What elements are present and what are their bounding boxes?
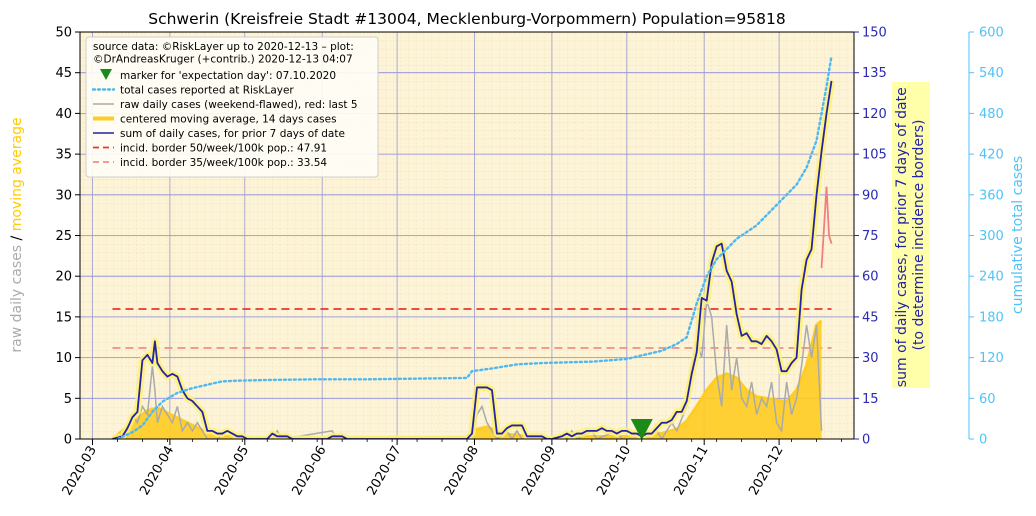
y-left-tick-label: 15: [55, 310, 72, 325]
legend-box: [85, 36, 379, 178]
y-left-tick-label: 45: [55, 66, 72, 81]
y-mid-tick-label: 135: [862, 66, 887, 81]
y-axis-left-label-part-0: raw daily cases: [9, 245, 25, 353]
legend-swatch-marker: [100, 69, 112, 80]
y-axis-mid: 0 15 30 45 60 75 90 105 120 135 150: [854, 26, 887, 448]
y-mid-tick-label: 0: [862, 433, 870, 448]
y-left-tick-label: 40: [55, 107, 72, 122]
x-tick-label: 2020-08: [442, 444, 482, 499]
y-axis-left-label-part-2: moving average: [9, 117, 25, 231]
y-left-tick-label: 35: [55, 148, 72, 163]
x-tick-label: 2020-06: [289, 444, 329, 499]
y-right-tick-label: 540: [979, 66, 1004, 81]
y-axis-right-label: cumulative total cases: [1010, 156, 1026, 314]
y-mid-tick-label: 150: [862, 26, 887, 41]
series-line-raw-last-5: [820, 186, 833, 269]
y-mid-tick-label: 30: [862, 351, 879, 366]
y-right-tick-label: 600: [979, 26, 1004, 41]
series-area-moving-average: [112, 320, 822, 439]
series-line-total-cases: [116, 54, 833, 439]
y-axis-mid-label-line-1: sum of daily cases, for prior 7 days of …: [894, 87, 910, 387]
legend-entry-label: incid. border 50/week/100k pop.: 47.91: [120, 143, 327, 155]
y-axis-mid-label: sum of daily cases, for prior 7 days of …: [894, 83, 927, 387]
legend-entry-label: centered moving average, 14 days cases: [120, 114, 337, 126]
y-axis-left-label: raw daily cases / moving average: [9, 117, 25, 352]
y-mid-tick-label: 60: [862, 270, 879, 285]
y-axis-left-label-part-1: /: [9, 231, 25, 245]
y-axis-right: 0 60 120 180 240 300 360 420 480 540 600: [969, 26, 1004, 448]
y-left-tick-label: 5: [64, 392, 72, 407]
y-axis-mid-label-line-2: (to determine incidence borders): [911, 120, 927, 351]
mid-label-highlight: [892, 82, 930, 388]
legend-entry-label: marker for 'expectation day': 07.10.2020: [120, 70, 336, 82]
series-line-weekly-sum: [112, 80, 833, 439]
legend-entry-label: incid. border 35/week/100k pop.: 33.54: [120, 157, 327, 169]
weekly-sum-layer: [111, 80, 835, 439]
x-tick-label: 2020-10: [594, 444, 634, 499]
expectation-marker-layer: [630, 419, 653, 439]
y-mid-tick-label: 15: [862, 392, 879, 407]
y-right-tick-label: 420: [979, 148, 1004, 163]
y-mid-tick-label: 75: [862, 229, 879, 244]
y-right-tick-label: 240: [979, 270, 1004, 285]
legend-entry-label: total cases reported at RiskLayer: [120, 85, 294, 97]
total-cases-layer: [116, 54, 833, 439]
y-left-tick-label: 20: [55, 270, 72, 285]
x-tick-label: 2020-07: [364, 444, 404, 499]
incidence-borders: [112, 308, 832, 349]
y-left-tick-label: 30: [55, 188, 72, 203]
legend-entry-label: raw daily cases (weekend-flawed), red: l…: [120, 99, 358, 111]
y-left-tick-label: 0: [64, 433, 72, 448]
y-right-tick-label: 300: [979, 229, 1004, 244]
y-left-tick-label: 50: [55, 26, 72, 41]
y-right-tick-label: 480: [979, 107, 1004, 122]
expectation-day-marker: [630, 419, 653, 439]
y-mid-tick-label: 90: [862, 188, 879, 203]
x-tick-label: 2020-04: [137, 444, 177, 499]
y-mid-tick-label: 120: [862, 107, 887, 122]
y-right-tick-label: 180: [979, 310, 1004, 325]
legend-source-line: ©DrAndreasKruger (+contrib.) 2020-12-13 …: [93, 54, 353, 66]
y-mid-tick-label: 45: [862, 310, 879, 325]
y-mid-tick-label: 105: [862, 148, 887, 163]
x-tick-label: 2020-12: [746, 444, 786, 499]
y-left-tick-label: 10: [55, 351, 72, 366]
x-axis: 2020-03 2020-04 2020-05 2020-06 2020-07 2020-…: [60, 439, 842, 498]
x-tick-label: 2020-05: [212, 444, 252, 499]
y-left-tick-label: 25: [55, 229, 72, 244]
legend: source data: ©RiskLayer up to 2020-12-13…: [85, 36, 379, 178]
x-tick-label: 2020-09: [519, 444, 559, 499]
chart-title: Schwerin (Kreisfreie Stadt #13004, Meckl…: [148, 10, 786, 28]
legend-source-line: source data: ©RiskLayer up to 2020-12-13…: [93, 41, 354, 53]
y-right-tick-label: 120: [979, 351, 1004, 366]
y-axis-left: 0 5 10 15 20 25 30 35 40 45 50: [55, 26, 80, 448]
x-tick-label: 2020-03: [60, 444, 100, 499]
y-right-tick-label: 0: [979, 433, 987, 448]
y-right-tick-label: 360: [979, 188, 1004, 203]
legend-entry-label: sum of daily cases, for prior 7 days of …: [120, 128, 345, 140]
y-right-tick-label: 60: [979, 392, 996, 407]
x-tick-label: 2020-11: [672, 444, 712, 499]
